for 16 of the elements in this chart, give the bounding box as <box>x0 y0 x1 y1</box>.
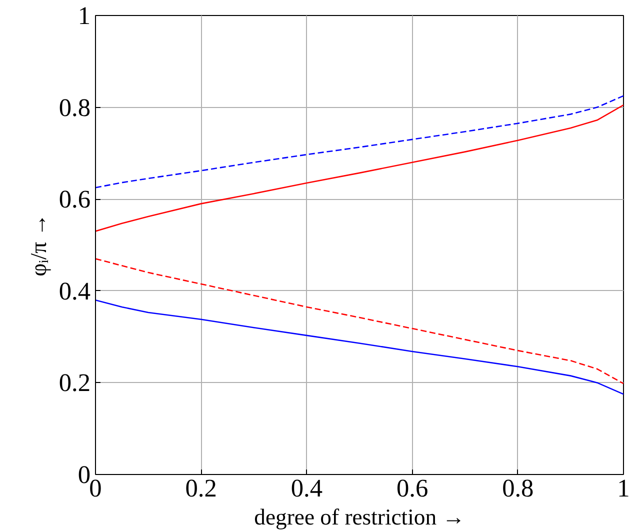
line-series <box>96 104 624 232</box>
y-axis-title: φᵢ/π → <box>26 214 51 276</box>
y-tick-label: 1 <box>78 2 91 30</box>
line-series <box>96 299 624 395</box>
x-tick-label: 0.2 <box>185 474 217 502</box>
x-tick-label: 0.6 <box>396 474 428 502</box>
x-tick-label: 1 <box>617 474 630 502</box>
x-tick-label: 0.8 <box>502 474 534 502</box>
y-tick-label: 0.8 <box>58 94 91 122</box>
y-tick-label: 0.6 <box>58 186 91 214</box>
x-axis-title: degree of restriction → <box>254 504 465 530</box>
line-series <box>96 95 624 188</box>
y-tick-label: 0.2 <box>58 369 91 398</box>
line-series <box>96 258 624 384</box>
y-tick-label: 0.4 <box>58 277 91 306</box>
x-tick-label: 0.4 <box>290 474 323 502</box>
